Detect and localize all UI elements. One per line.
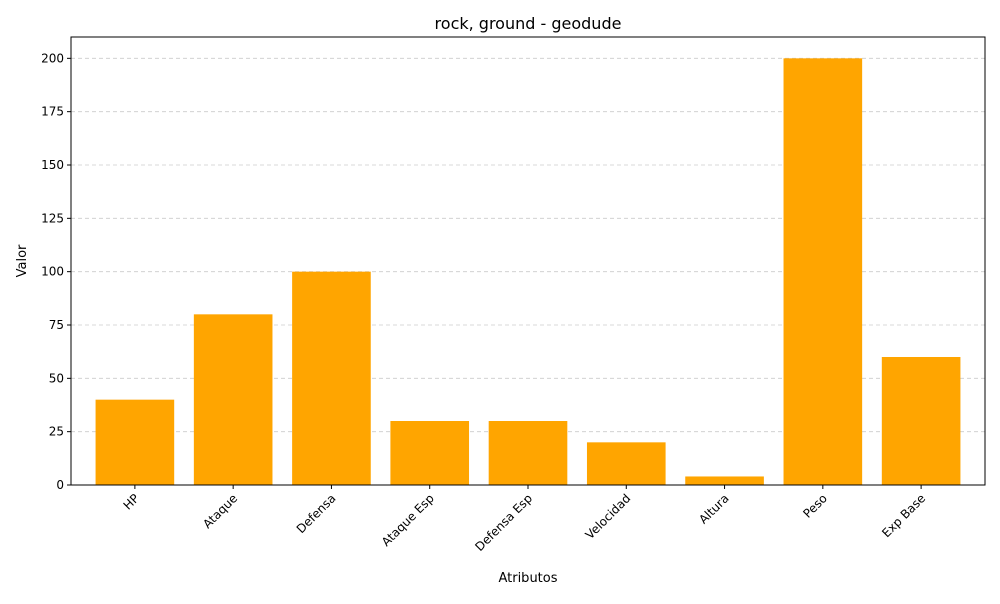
bar — [292, 271, 371, 485]
y-tick-label: 150 — [41, 158, 64, 172]
x-tick-label: Exp Base — [879, 491, 928, 540]
bar — [586, 442, 666, 485]
y-tick-label: 100 — [41, 265, 64, 279]
x-tick-label: Ataque Esp — [379, 491, 437, 549]
x-tick-label: Altura — [696, 491, 731, 526]
y-tick-label: 25 — [49, 425, 64, 439]
y-axis-label: Valor — [15, 244, 30, 277]
x-axis-label: Atributos — [498, 571, 557, 586]
y-tick-label: 50 — [49, 371, 64, 385]
y-tick-label: 125 — [41, 211, 64, 225]
bar — [685, 476, 764, 485]
y-tick-label: 200 — [41, 51, 64, 65]
bar — [881, 357, 961, 485]
bar — [95, 399, 175, 485]
x-tick-label: Defensa Esp — [472, 491, 535, 554]
bar — [390, 421, 470, 485]
x-tick-label: HP — [121, 491, 142, 512]
bar — [488, 421, 568, 485]
bar — [193, 314, 273, 485]
x-tick-label: Ataque — [200, 491, 240, 531]
y-axis: 0 25 50 75 100 125 150 175 200 — [41, 51, 71, 492]
x-tick-label: Defensa — [294, 491, 339, 536]
bars — [95, 58, 961, 485]
x-tick-label: Peso — [800, 491, 830, 521]
y-tick-label: 0 — [56, 478, 64, 492]
y-tick-label: 175 — [41, 105, 64, 119]
x-tick-label: Velocidad — [583, 491, 634, 542]
chart-title: rock, ground - geodude — [435, 14, 622, 33]
y-tick-label: 75 — [49, 318, 64, 332]
x-axis: HP Ataque Defensa Ataque Esp Defensa Esp Velo… — [121, 485, 928, 554]
bar — [783, 58, 863, 485]
